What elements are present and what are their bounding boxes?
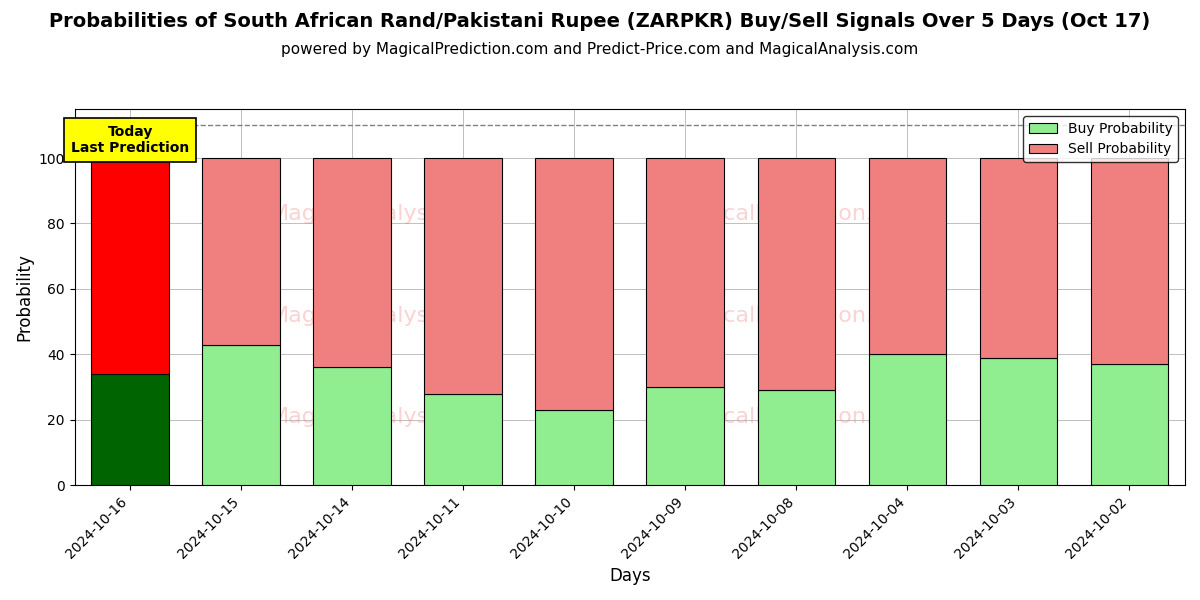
Bar [313,367,391,485]
Y-axis label: Probability: Probability [16,253,34,341]
Bar [979,358,1057,485]
X-axis label: Days: Days [610,567,650,585]
Bar [647,387,725,485]
Bar [91,374,169,485]
Text: Today
Last Prediction: Today Last Prediction [71,125,190,155]
Bar [535,410,613,485]
Bar [647,158,725,387]
Bar [425,394,502,485]
Bar [1091,158,1169,364]
Text: MagicalPrediction.com: MagicalPrediction.com [671,407,922,427]
Bar [91,158,169,374]
Bar [979,158,1057,358]
Text: MagicalPrediction.com: MagicalPrediction.com [671,306,922,326]
Text: MagicalPrediction.com: MagicalPrediction.com [671,205,922,224]
Bar [203,344,280,485]
Bar [535,158,613,410]
Text: MagicalAnalysis.com: MagicalAnalysis.com [270,306,502,326]
Bar [425,158,502,394]
Text: powered by MagicalPrediction.com and Predict-Price.com and MagicalAnalysis.com: powered by MagicalPrediction.com and Pre… [281,42,919,57]
Legend: Buy Probability, Sell Probability: Buy Probability, Sell Probability [1024,116,1178,162]
Bar [757,158,835,391]
Bar [203,158,280,344]
Bar [869,355,947,485]
Text: MagicalAnalysis.com: MagicalAnalysis.com [270,205,502,224]
Text: Probabilities of South African Rand/Pakistani Rupee (ZARPKR) Buy/Sell Signals Ov: Probabilities of South African Rand/Paki… [49,12,1151,31]
Bar [1091,364,1169,485]
Bar [869,158,947,355]
Text: MagicalAnalysis.com: MagicalAnalysis.com [270,407,502,427]
Bar [757,391,835,485]
Bar [313,158,391,367]
